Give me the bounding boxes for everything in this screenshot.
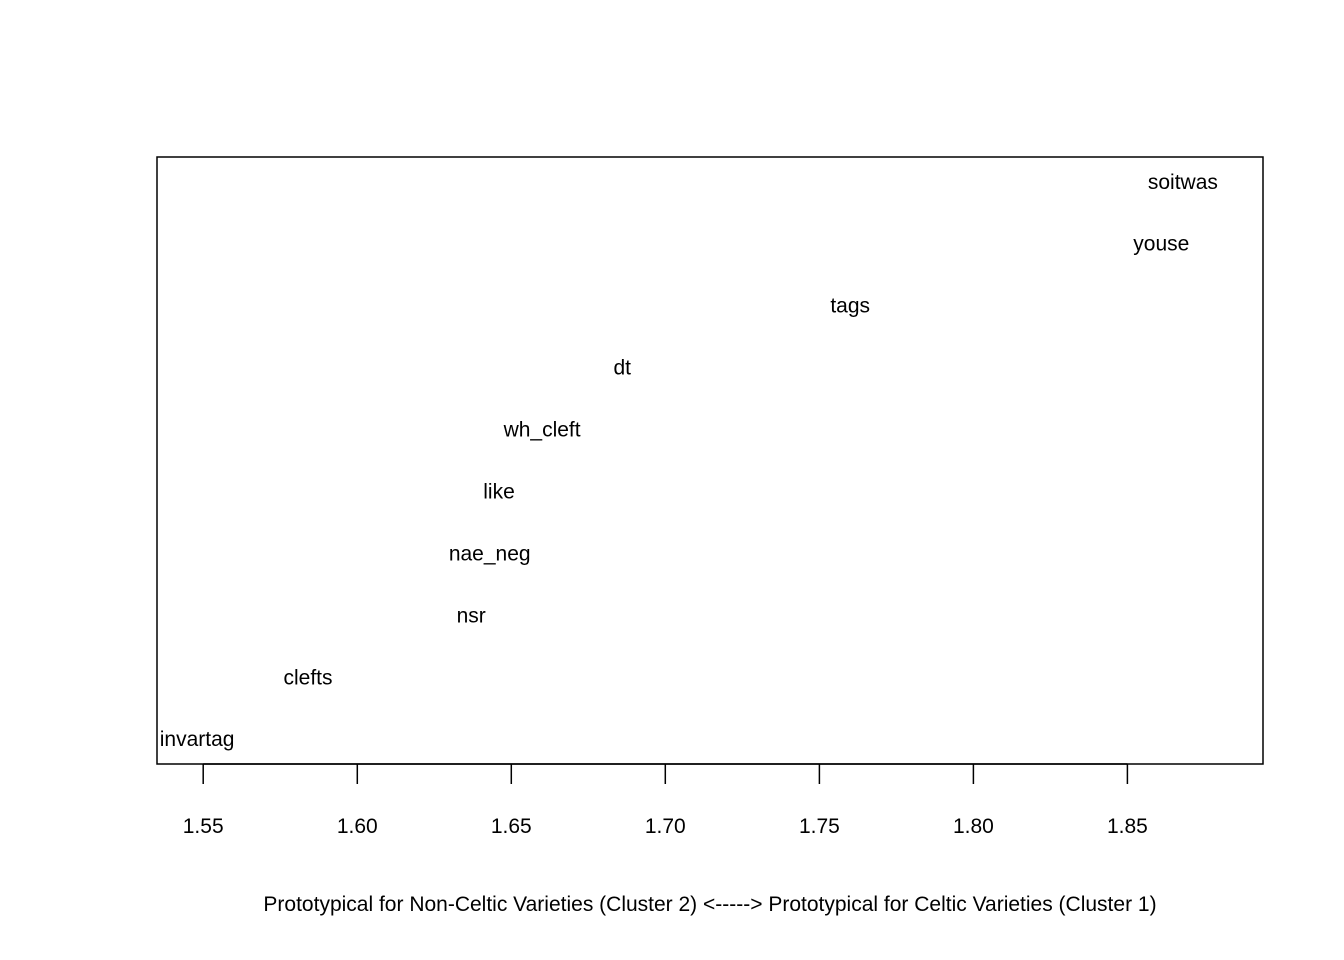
x-tick-label: 1.65 bbox=[491, 815, 532, 838]
point-label-wh-cleft: wh_cleft bbox=[503, 419, 581, 442]
x-axis-ticks bbox=[202, 764, 1129, 784]
x-tick-label: 1.85 bbox=[1107, 815, 1148, 838]
x-tick-label: 1.55 bbox=[183, 815, 224, 838]
x-axis-title: Prototypical for Non-Celtic Varieties (C… bbox=[263, 893, 1156, 916]
point-label-like: like bbox=[483, 481, 515, 504]
point-label-clefts: clefts bbox=[283, 666, 332, 689]
point-labels: invartag clefts nsr nae_neg like wh_cleft dt ta… bbox=[160, 171, 1218, 751]
point-label-nae-neg: nae_neg bbox=[449, 542, 531, 565]
x-tick-label: 1.70 bbox=[645, 815, 686, 838]
point-label-nsr: nsr bbox=[457, 604, 486, 627]
point-label-soitwas: soitwas bbox=[1148, 171, 1218, 194]
point-label-invartag: invartag bbox=[160, 728, 235, 751]
x-tick-label: 1.75 bbox=[799, 815, 840, 838]
x-tick-label: 1.80 bbox=[953, 815, 994, 838]
x-axis-tick-labels: 1.55 1.60 1.65 1.70 1.75 1.80 1.85 bbox=[183, 815, 1148, 838]
point-label-dt: dt bbox=[613, 357, 631, 380]
x-tick-label: 1.60 bbox=[337, 815, 378, 838]
point-label-tags: tags bbox=[830, 295, 870, 318]
point-label-youse: youse bbox=[1133, 233, 1189, 256]
